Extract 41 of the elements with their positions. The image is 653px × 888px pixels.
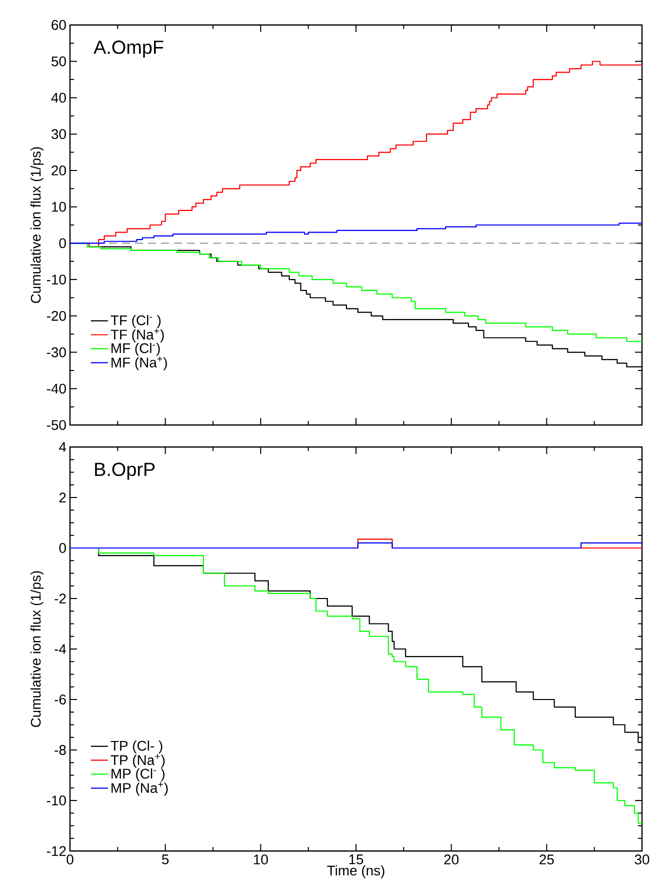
y-tick-label: 20 bbox=[52, 166, 66, 176]
y-axis-title: Cumulative ion flux (1/ps) bbox=[30, 571, 44, 727]
legend-label: TP (Cl- ) bbox=[110, 740, 162, 754]
legend-label: MP (Na$^{+}$) bbox=[112, 782, 168, 796]
y-tick-label: -10 bbox=[46, 796, 66, 806]
y-tick-label: -12 bbox=[46, 846, 66, 856]
x-tick-label: 5 bbox=[162, 854, 169, 864]
x-tick-label: 10 bbox=[254, 854, 268, 864]
y-tick-label: -6 bbox=[54, 694, 66, 704]
y-tick-label: -2 bbox=[54, 594, 66, 604]
y-tick-label: 2 bbox=[59, 492, 66, 502]
y-tick-label: 10 bbox=[52, 202, 66, 212]
y-tick-label: -50 bbox=[46, 420, 66, 430]
x-tick-label: 15 bbox=[349, 854, 364, 864]
y-tick-label: -4 bbox=[54, 644, 66, 654]
legend-label: TF (Cl$^{-}$ ) bbox=[110, 315, 161, 328]
y-tick-label: -10 bbox=[46, 274, 66, 284]
y-tick-label: 4 bbox=[59, 442, 66, 452]
x-tick-label: 30 bbox=[634, 854, 650, 864]
legend-label: MF (Na$^{+}$) bbox=[112, 356, 167, 370]
text: A.OmpF bbox=[94, 40, 164, 58]
y-tick-label: 50 bbox=[52, 56, 66, 66]
y-tick-label: 40 bbox=[51, 92, 66, 103]
x-axis-title: Time (ns) bbox=[327, 865, 384, 878]
y-tick-label: 60 bbox=[52, 20, 66, 30]
y-tick-label: 0 bbox=[59, 543, 66, 553]
legend-label: TF (Na$^{+}$) bbox=[110, 328, 164, 342]
legend-label: TP (Na$^{+}$) bbox=[110, 754, 165, 768]
y-tick-label: -40 bbox=[46, 384, 66, 394]
y-axis-title: Cumulative ion flux (1/ps) bbox=[30, 147, 44, 303]
y-tick-label: -8 bbox=[54, 745, 66, 755]
legend-label: MF (Cl$^{-}$) bbox=[112, 342, 160, 356]
y-tick-label: 30 bbox=[51, 129, 66, 140]
y-tick-label: 0 bbox=[59, 238, 66, 248]
x-tick-label: 20 bbox=[444, 854, 459, 864]
x-tick-label: 25 bbox=[540, 854, 554, 864]
legend-label: MP (Cl$^{-}$ ) bbox=[112, 768, 164, 782]
y-tick-label: -20 bbox=[46, 310, 66, 321]
y-tick-label: -30 bbox=[46, 347, 66, 358]
x-tick-label: 0 bbox=[66, 854, 74, 864]
text: B.OprP bbox=[95, 462, 155, 480]
